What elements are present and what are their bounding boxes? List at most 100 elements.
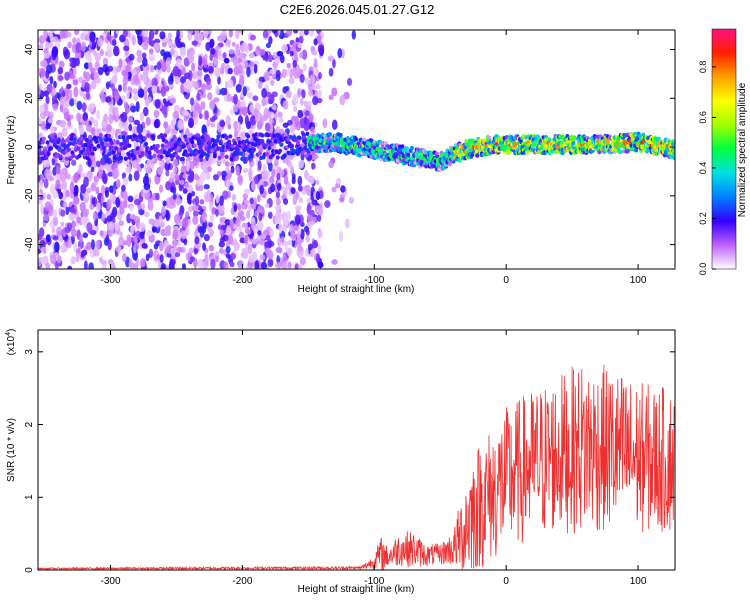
noise-mark	[254, 260, 260, 269]
trace-mark	[625, 148, 630, 154]
noise-mark	[303, 100, 309, 107]
noise-mark	[110, 127, 116, 136]
noise-mark	[107, 239, 112, 251]
noise-mark	[287, 261, 292, 269]
bottom-ytick-label: 3	[24, 349, 35, 355]
noise-mark	[209, 213, 215, 224]
noise-mark	[176, 30, 180, 38]
noise-mark	[310, 126, 316, 134]
noise-mark	[239, 75, 245, 86]
noise-mark	[105, 96, 112, 103]
trace-mark	[190, 139, 195, 145]
noise-mark	[307, 100, 312, 107]
noise-mark	[158, 160, 164, 167]
trace-mark	[218, 139, 223, 144]
noise-mark	[128, 53, 135, 61]
noise-mark	[185, 128, 190, 137]
noise-mark	[101, 213, 106, 219]
noise-mark	[165, 57, 172, 66]
trace-mark	[671, 141, 675, 147]
trace-mark	[233, 140, 238, 146]
noise-mark	[86, 187, 92, 193]
noise-mark	[233, 65, 240, 76]
noise-mark	[205, 82, 212, 91]
noise-mark	[114, 46, 120, 57]
noise-mark	[131, 159, 139, 169]
trace-mark	[204, 146, 209, 151]
noise-mark	[299, 52, 303, 59]
trace-mark	[62, 139, 67, 144]
noise-mark	[53, 216, 59, 227]
noise-mark	[280, 30, 285, 39]
noise-mark	[224, 218, 231, 226]
trace-mark	[217, 155, 222, 161]
noise-mark	[290, 124, 295, 135]
noise-mark	[42, 30, 48, 38]
noise-mark	[63, 246, 68, 252]
noise-mark	[146, 230, 153, 237]
noise-mark	[139, 231, 145, 240]
noise-mark	[165, 169, 170, 177]
noise-mark	[174, 252, 181, 258]
noise-mark	[73, 241, 78, 253]
noise-mark	[59, 96, 67, 105]
noise-mark	[161, 206, 166, 217]
noise-mark	[58, 60, 65, 69]
noise-mark	[159, 31, 166, 40]
noise-mark	[51, 227, 56, 234]
noise-mark	[204, 110, 209, 121]
noise-mark	[223, 87, 228, 96]
trace-mark	[457, 158, 462, 163]
noise-mark	[119, 231, 123, 238]
noise-mark	[67, 120, 72, 127]
noise-mark	[199, 228, 205, 238]
noise-mark	[93, 249, 100, 257]
noise-mark	[105, 81, 110, 90]
noise-mark	[95, 186, 100, 195]
bottom-xlabel: Height of straight line (km)	[298, 584, 415, 595]
noise-mark	[153, 38, 161, 44]
trace-mark	[173, 143, 178, 148]
noise-mark	[40, 256, 45, 264]
trace-mark	[107, 151, 112, 157]
noise-mark	[256, 235, 261, 241]
noise-mark	[324, 200, 331, 208]
noise-mark	[208, 200, 213, 212]
trace-mark	[85, 156, 90, 161]
noise-mark	[213, 97, 220, 103]
noise-mark	[102, 57, 109, 66]
trace-mark	[354, 136, 359, 142]
trace-mark	[549, 148, 554, 154]
noise-mark	[125, 166, 131, 174]
noise-mark	[121, 69, 128, 77]
noise-mark	[79, 201, 86, 212]
noise-mark	[44, 168, 50, 179]
noise-mark	[52, 102, 59, 111]
noise-mark	[297, 109, 304, 119]
noise-mark	[49, 75, 54, 85]
noise-mark	[201, 211, 207, 223]
trace-mark	[272, 133, 277, 138]
noise-mark	[125, 107, 131, 114]
noise-mark	[286, 247, 293, 255]
noise-mark	[141, 242, 148, 249]
noise-mark	[315, 179, 320, 185]
noise-mark	[148, 248, 154, 258]
noise-mark	[299, 98, 304, 106]
noise-mark	[188, 47, 196, 57]
noise-mark	[133, 119, 141, 126]
noise-mark	[146, 166, 152, 174]
noise-mark	[227, 67, 233, 75]
trace-mark	[297, 135, 302, 140]
noise-mark	[129, 213, 136, 220]
noise-mark	[130, 224, 135, 236]
noise-mark	[122, 30, 128, 38]
noise-mark	[225, 179, 230, 190]
noise-mark	[261, 114, 269, 122]
noise-mark	[249, 61, 255, 68]
noise-mark	[187, 185, 194, 194]
top-ytick-label: 40	[24, 44, 35, 56]
noise-mark	[242, 86, 248, 97]
trace-mark	[98, 137, 103, 142]
noise-mark	[136, 49, 142, 57]
